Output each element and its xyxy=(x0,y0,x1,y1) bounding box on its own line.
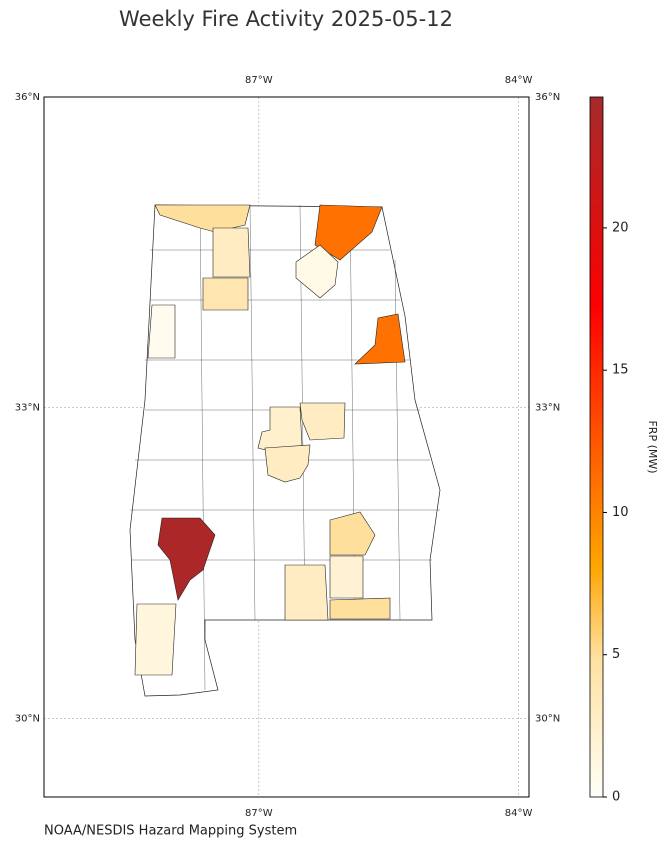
colorbar-tick-label: 0 xyxy=(612,790,620,805)
lon-label: 87°W xyxy=(245,75,273,86)
lon-label: 84°W xyxy=(505,75,533,86)
lat-label: 36°N xyxy=(15,92,40,103)
fire-county xyxy=(212,227,251,278)
lat-label: 30°N xyxy=(535,713,560,724)
lat-label: 33°N xyxy=(15,403,40,414)
fire-county xyxy=(295,244,339,299)
fire-county xyxy=(202,277,249,311)
colorbar-tick-label: 20 xyxy=(612,220,629,235)
fire-county xyxy=(354,313,406,365)
lon-label: 87°W xyxy=(245,808,273,819)
title: Weekly Fire Activity 2025-05-12 xyxy=(119,7,453,31)
colorbar-tick-label: 10 xyxy=(612,505,629,520)
fire-county xyxy=(299,402,346,441)
fire-county xyxy=(329,597,391,620)
lat-label: 33°N xyxy=(535,403,560,414)
fire-county xyxy=(157,517,216,601)
fire-county xyxy=(284,564,329,621)
colorbar xyxy=(589,96,604,798)
fire-county xyxy=(329,555,364,599)
map-frame xyxy=(43,96,530,798)
colorbar-label: FRP (MW) xyxy=(646,420,659,473)
lat-label: 30°N xyxy=(15,713,40,724)
lon-label: 84°W xyxy=(505,808,533,819)
fire-county xyxy=(264,444,311,483)
fire-county xyxy=(314,204,383,261)
fire-county xyxy=(134,603,177,676)
colorbar-tick-label: 15 xyxy=(612,363,629,378)
lat-label: 36°N xyxy=(535,92,560,103)
fire-county xyxy=(147,304,176,359)
fire-county xyxy=(329,511,376,556)
colorbar-tick-label: 5 xyxy=(612,647,620,662)
credit: NOAA/NESDIS Hazard Mapping System xyxy=(44,824,297,839)
